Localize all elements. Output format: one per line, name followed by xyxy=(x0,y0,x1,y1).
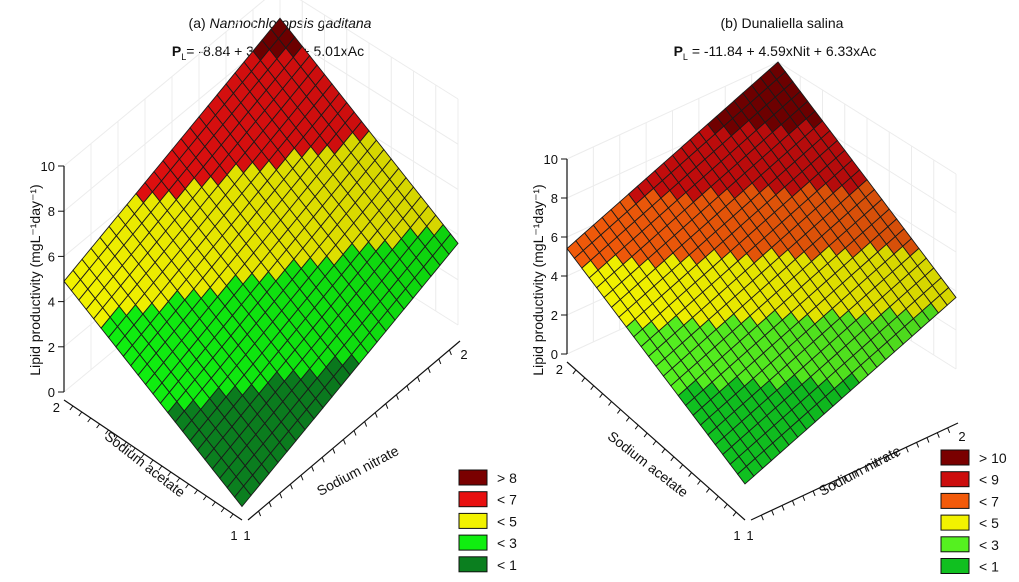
z-tick-label: 2 xyxy=(48,340,55,355)
axis-tick-label: 2 xyxy=(53,400,60,415)
z-tick-label: 10 xyxy=(544,152,558,167)
legend: > 8 < 7 < 5 < 3 < 1 xyxy=(458,469,517,573)
z-axis-label: Lipid productivity (mgL⁻¹day⁻¹) xyxy=(27,184,43,375)
z-tick-label: 6 xyxy=(48,249,55,264)
surface-cell xyxy=(234,485,252,508)
legend-swatch xyxy=(940,492,970,509)
response-surface xyxy=(566,61,957,485)
axis-tick-label: 1 xyxy=(746,528,753,543)
chart-title: (b) Dunaliella salina xyxy=(721,15,844,31)
legend-label: < 3 xyxy=(497,535,517,551)
z-tick-label: 2 xyxy=(551,308,558,323)
legend-swatch xyxy=(940,536,970,553)
legend-swatch xyxy=(940,471,970,488)
z-tick-label: 6 xyxy=(551,230,558,245)
legend-label: > 10 xyxy=(979,450,1007,466)
legend-swatch xyxy=(458,469,488,486)
z-tick-label: 10 xyxy=(41,159,55,174)
axis-tick-label: 2 xyxy=(556,362,563,377)
legend-swatch xyxy=(458,534,488,551)
axis-tick-label: 1 xyxy=(733,528,740,543)
axis-tick-label: 1 xyxy=(243,528,250,543)
legend-label: < 3 xyxy=(979,537,999,553)
legend-label: < 1 xyxy=(979,559,999,575)
legend-swatch xyxy=(458,512,488,529)
legend-label: < 7 xyxy=(979,493,999,509)
z-tick-label: 4 xyxy=(48,295,55,310)
legend: > 10 < 9 < 7 < 5 < 3 < 1 xyxy=(940,449,1007,575)
legend-label: > 8 xyxy=(497,470,517,486)
z-tick-label: 0 xyxy=(48,385,55,400)
chart-panel-b: (b) Dunaliella salina PL = -11.84 + 4.59… xyxy=(530,15,1007,575)
x-axis-label: Sodium nitrate xyxy=(314,442,401,499)
response-surface xyxy=(63,17,459,508)
y-axis-label: Sodium acetate xyxy=(605,428,692,501)
axis-tick-label: 2 xyxy=(460,347,467,362)
legend-swatch xyxy=(458,556,488,573)
z-tick-label: 0 xyxy=(551,347,558,362)
legend-label: < 5 xyxy=(979,515,999,531)
legend-label: < 5 xyxy=(497,513,517,529)
legend-label: < 7 xyxy=(497,492,517,508)
z-tick-label: 4 xyxy=(551,269,558,284)
surface-cell xyxy=(736,465,755,485)
chart-equation: PL = -11.84 + 4.59xNit + 6.33xAc xyxy=(674,43,877,62)
axis-tick-label: 1 xyxy=(230,528,237,543)
legend-swatch xyxy=(458,491,488,508)
legend-label: < 1 xyxy=(497,557,517,573)
z-tick-label: 8 xyxy=(551,191,558,206)
legend-swatch xyxy=(940,449,970,466)
legend-swatch xyxy=(940,514,970,531)
x-axis-label: Sodium nitrate xyxy=(816,442,903,499)
chart-panel-a: (a) Nannochloropsis gaditana PL= -8.84 +… xyxy=(27,0,517,573)
legend-swatch xyxy=(940,558,970,574)
axis-tick-label: 2 xyxy=(958,429,965,444)
legend-label: < 9 xyxy=(979,472,999,488)
z-tick-label: 8 xyxy=(48,204,55,219)
y-axis-label: Sodium acetate xyxy=(102,428,189,501)
z-axis-label: Lipid productivity (mgL⁻¹day⁻¹) xyxy=(530,184,546,375)
